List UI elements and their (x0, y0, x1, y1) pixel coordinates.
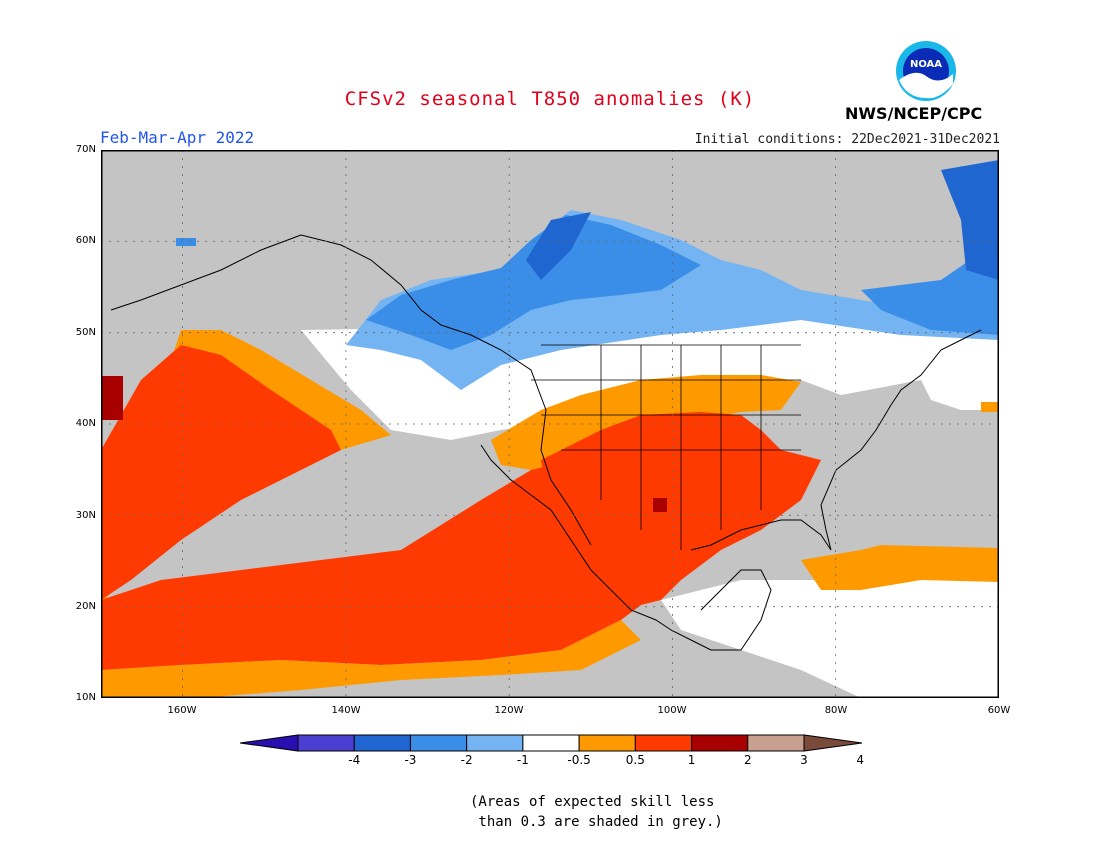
orange-gulf (801, 545, 999, 590)
colorbar-tick-label: 4 (856, 753, 865, 767)
lon-label: 60W (987, 705, 1011, 716)
lat-label: 30N (75, 510, 96, 521)
dark-red-texas (653, 498, 667, 512)
logo-text: NOAA (910, 59, 942, 70)
lat-label: 10N (75, 692, 96, 703)
colorbar-segment (578, 734, 636, 752)
colorbar-segment (466, 734, 524, 752)
colorbar-tick-label: -1 (516, 753, 529, 767)
colorbar-segment (353, 734, 411, 752)
colorbar-tick-label: 0.5 (625, 753, 645, 767)
colorbar (240, 734, 862, 752)
blue-mid-north (176, 238, 196, 246)
colorbar-segment (691, 734, 749, 752)
blue-mid-region (366, 215, 701, 350)
white-band-atlantic (921, 370, 999, 410)
map-title: CFSv2 seasonal T850 anomalies (K) (344, 88, 756, 110)
white-band-south (661, 570, 999, 698)
blue-light-region (346, 210, 999, 390)
graticule (101, 150, 999, 698)
lon-label: 140W (331, 705, 361, 716)
lon-label: 160W (167, 705, 197, 716)
colorbar-segment (634, 734, 693, 752)
lat-label: 40N (75, 418, 96, 429)
lon-label: 120W (494, 705, 524, 716)
colorbar-tick-label: -2 (460, 753, 473, 767)
lat-label: 70N (75, 144, 96, 155)
lon-label: 80W (824, 705, 848, 716)
colorbar-ticks: -4 -3 -2 -1 -0.5 0.5 1 2 3 4 (240, 753, 864, 769)
colorbar-tick-label: -0.5 (567, 753, 591, 767)
blue-dark-labrador (941, 160, 999, 280)
blue-mid-atlantic (861, 240, 999, 335)
colorbar-segment (522, 734, 580, 752)
colorbar-tick-label: -3 (404, 753, 417, 767)
lat-label: 20N (75, 601, 96, 612)
colorbar-segment (409, 734, 468, 752)
colorbar-tick-label: 1 (687, 753, 696, 767)
noaa-logo: NOAA (896, 41, 956, 101)
blue-dark-region (526, 212, 591, 280)
lat-label: 60N (75, 235, 96, 246)
lat-label: 50N (75, 327, 96, 338)
organization-label: NWS/NCEP/CPC (845, 104, 983, 123)
colorbar-arrow-low (240, 734, 299, 752)
orange-atlantic-tick (981, 402, 999, 412)
red-pacific (101, 345, 341, 600)
colorbar-tick-label: 2 (743, 753, 752, 767)
orange-southern-edge (101, 620, 641, 698)
coastlines (110, 234, 982, 651)
red-southern-swath (101, 450, 681, 670)
dark-red-pacific (101, 376, 123, 420)
forecast-period: Feb-Mar-Apr 2022 (100, 128, 255, 147)
colorbar-arrow-high (803, 734, 862, 752)
lon-label: 100W (657, 705, 687, 716)
colorbar-tick-label: -4 (348, 753, 361, 767)
initial-conditions: Initial conditions: 22Dec2021-31Dec2021 (694, 132, 1000, 147)
colorbar-tick-label: 3 (800, 753, 808, 767)
skill-note: (Areas of expected skill less than 0.3 a… (470, 794, 723, 830)
colorbar-segment (297, 734, 355, 752)
colorbar-segment (747, 734, 805, 752)
map-frame (101, 150, 999, 698)
us-state-borders (531, 344, 801, 550)
anomaly-map (101, 150, 999, 698)
